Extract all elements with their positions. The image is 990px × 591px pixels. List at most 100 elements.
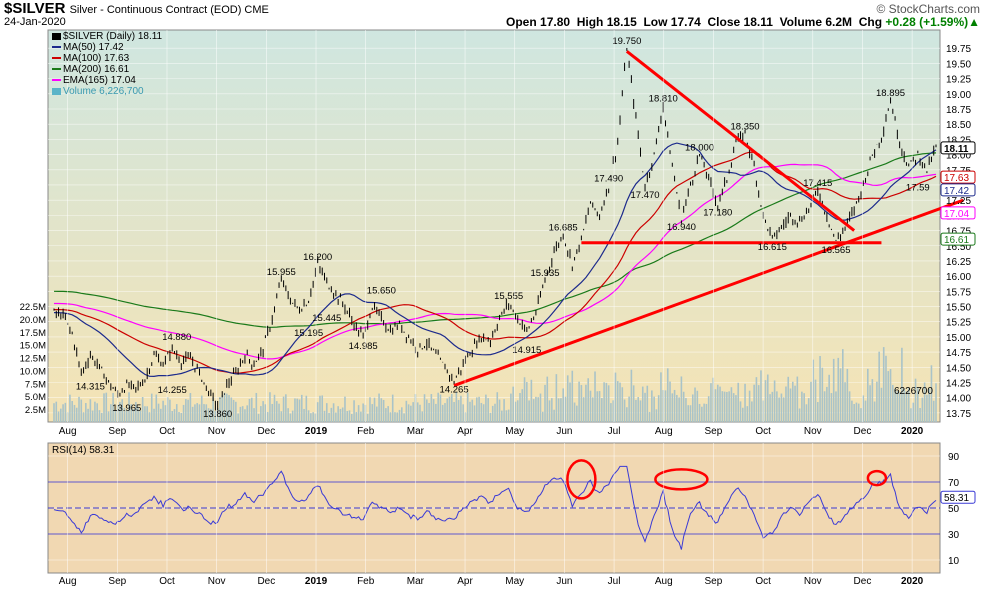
volume-bar (880, 387, 883, 422)
volume-bar (180, 412, 183, 422)
volume-bar (892, 384, 894, 422)
volume-bar (416, 402, 419, 422)
volume-bar (144, 406, 146, 422)
volume-bar (125, 410, 128, 422)
volume-bar (148, 412, 151, 422)
volume-bar (614, 372, 617, 422)
volume-bar (264, 404, 267, 422)
rsi-label: RSI(14) 58.31 (52, 445, 115, 456)
volume-bar (746, 406, 749, 422)
volume-bar (473, 405, 476, 422)
volume-bar (312, 412, 314, 422)
volume-bar (739, 401, 742, 422)
volume-bar (505, 410, 508, 422)
uptrend-line (453, 198, 964, 387)
volume-bar (828, 374, 830, 422)
volume-bar (344, 396, 346, 422)
volume-bar (694, 387, 696, 422)
volume-bar (839, 368, 842, 422)
volume-bars (53, 347, 937, 422)
volume-bar (619, 382, 621, 422)
price-annotation: 13.965 (112, 403, 141, 414)
legend-item-price: $SILVER (Daily) 18.11 (52, 31, 162, 42)
y-tick-label: 14.00 (946, 394, 971, 405)
price-annotation: 18.895 (876, 88, 905, 99)
volume-bar (794, 385, 796, 422)
volume-bar (785, 386, 787, 422)
price-annotation: 18.810 (649, 93, 678, 104)
volume-bar (385, 408, 387, 422)
volume-bar (821, 367, 824, 422)
volume-bar (464, 412, 467, 422)
volume-bar (632, 385, 635, 422)
x-tick-label: Dec (257, 426, 275, 437)
volume-bar (360, 411, 362, 422)
volume-bar (621, 387, 624, 422)
volume-bar (764, 380, 767, 422)
x-tick-label: Dec (257, 576, 275, 587)
price-annotation: 13.860 (203, 409, 232, 420)
volume-bar (907, 388, 910, 422)
volume-bar (410, 405, 412, 422)
volume-bar (628, 396, 630, 422)
volume-bar (587, 378, 590, 422)
volume-bar (455, 392, 458, 422)
volume-tick-label: 17.5M (20, 328, 46, 339)
volume-bar (771, 391, 774, 422)
volume-bar (644, 392, 646, 422)
volume-bar (232, 399, 235, 422)
volume-bar (175, 404, 178, 422)
volume-bar (539, 393, 542, 422)
rsi-tick-label: 90 (948, 452, 960, 463)
price-series (53, 47, 937, 411)
volume-bar (837, 357, 840, 422)
volume-bar (573, 402, 576, 422)
volume-bar (662, 390, 665, 422)
volume-bar (123, 407, 126, 422)
value-badge: 18.11 (940, 141, 976, 155)
volume-bar (853, 404, 855, 422)
price-annotation: 15.195 (294, 328, 323, 339)
volume-bar (680, 376, 683, 422)
volume-bar (378, 393, 380, 422)
volume-bar (635, 399, 637, 422)
x-tick-label: Jul (608, 426, 621, 437)
volume-bar (660, 372, 662, 422)
volume-tick-label: 7.5M (25, 379, 46, 390)
y-tick-label: 14.75 (946, 348, 971, 359)
volume-bar (530, 379, 533, 422)
y-tick-label: 17.25 (946, 196, 971, 207)
rsi-overbought-circle (566, 459, 597, 500)
volume-bar (882, 347, 885, 422)
volume-bar (669, 381, 671, 422)
volume-bar (689, 405, 692, 422)
volume-bar (651, 390, 653, 422)
volume-bar (60, 408, 62, 422)
volume-bar (807, 398, 810, 422)
volume-bar (146, 406, 149, 422)
volume-bar (541, 411, 544, 422)
volume-bar (744, 383, 746, 422)
volume-bar (867, 368, 869, 422)
price-annotation: 17.59 (906, 183, 930, 194)
price-y-axis: 19.75 19.50 19.25 19.00 18.75 18.50 18.25 18.00… (946, 44, 971, 420)
x-tick-label: Aug (59, 576, 77, 587)
volume-bar (135, 401, 137, 422)
volume-bar (451, 393, 453, 422)
volume-bar (805, 404, 808, 422)
legend-item-ma50: MA(50) 17.42 (52, 42, 162, 53)
volume-bar (332, 403, 335, 422)
volume-bar (228, 395, 230, 422)
price-annotation: 16.565 (821, 245, 850, 256)
value-badge: 17.04 (940, 206, 976, 220)
volume-bar (923, 382, 926, 422)
volume-bar (412, 402, 414, 422)
volume-bar (296, 398, 299, 422)
volume-bar (82, 412, 85, 422)
x-tick-label: Mar (407, 426, 425, 437)
volume-bar (287, 408, 289, 422)
volume-bar (848, 391, 851, 422)
volume-bar (578, 381, 580, 422)
volume-bar (926, 394, 928, 422)
